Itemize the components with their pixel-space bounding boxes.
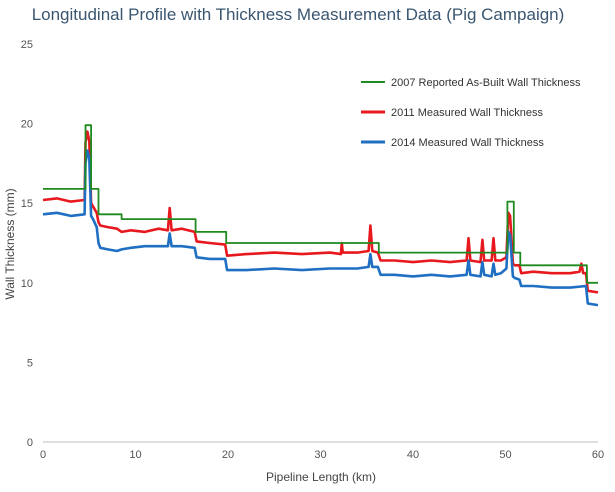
x-tick-label: 30 [314,449,326,461]
x-axis-label: Pipeline Length (km) [266,470,376,484]
legend-label-1: 2007 Reported As-Built Wall Thickness [391,77,581,89]
x-axis-ticks: 0 10 20 30 40 50 60 [40,449,604,461]
x-tick-label: 0 [40,449,46,461]
y-tick-label: 25 [21,39,33,51]
y-tick-label: 10 [21,278,33,290]
y-tick-label: 20 [21,119,33,131]
x-tick-label: 40 [407,449,419,461]
y-tick-label: 5 [27,357,33,369]
legend-label-3: 2014 Measured Wall Thickness [391,137,544,149]
chart-legend: 2007 Reported As-Built Wall Thickness 201… [361,77,581,149]
series-line-1 [43,124,598,284]
chart-title: Longitudinal Profile with Thickness Meas… [32,5,565,24]
legend-label-2: 2011 Measured Wall Thickness [391,107,544,119]
x-tick-label: 50 [499,449,511,461]
y-tick-label: 15 [21,198,33,210]
series-line-2 [42,130,599,294]
series-line-3 [42,149,599,307]
y-axis-label: Wall Thickness (mm) [3,188,17,299]
y-tick-label: 0 [27,437,33,449]
series-layer [42,124,599,307]
x-tick-label: 60 [592,449,604,461]
y-axis-ticks: 0 5 10 15 20 25 [21,39,33,449]
x-tick-label: 10 [129,449,141,461]
x-tick-label: 20 [222,449,234,461]
